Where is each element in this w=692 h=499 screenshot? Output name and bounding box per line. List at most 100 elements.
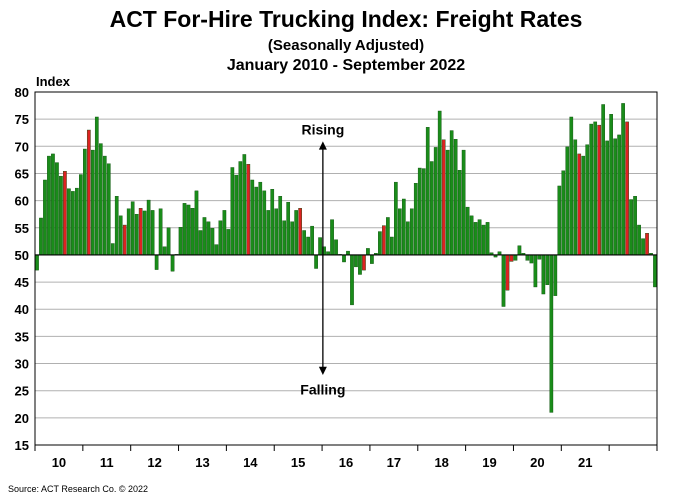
- bar: [625, 121, 629, 256]
- bar: [330, 219, 334, 256]
- y-tick-label: 70: [15, 139, 29, 154]
- bar: [314, 254, 318, 269]
- bar: [230, 167, 235, 256]
- bar: [437, 110, 442, 256]
- y-tick-label: 65: [15, 166, 29, 181]
- bar: [401, 198, 406, 256]
- bar: [166, 227, 171, 256]
- bar: [146, 199, 151, 256]
- bar: [573, 139, 578, 256]
- bar: [71, 191, 75, 256]
- bar: [238, 161, 243, 256]
- bar: [413, 183, 418, 256]
- bar: [274, 208, 279, 256]
- bar: [597, 124, 602, 256]
- bar: [417, 167, 422, 256]
- bar: [589, 123, 594, 256]
- bar: [298, 208, 302, 256]
- chart-title: ACT For-Hire Trucking Index: Freight Rat…: [109, 6, 583, 32]
- y-tick-label: 50: [15, 248, 29, 263]
- bar: [561, 170, 566, 256]
- bar: [465, 206, 470, 256]
- bar: [366, 248, 370, 256]
- bar: [565, 146, 570, 256]
- bar: [405, 221, 410, 256]
- bar: [358, 254, 362, 275]
- bar: [59, 175, 63, 256]
- bar: [501, 254, 506, 307]
- bar: [517, 245, 522, 256]
- bar: [290, 221, 295, 256]
- bar: [653, 254, 657, 288]
- bar: [382, 225, 386, 256]
- x-tick-label: 14: [243, 455, 258, 470]
- bar: [186, 204, 191, 256]
- bar: [613, 138, 617, 256]
- bar: [158, 208, 163, 256]
- bar: [302, 230, 306, 256]
- x-tick-label: 10: [52, 455, 66, 470]
- bar: [126, 208, 131, 256]
- bar: [214, 244, 219, 256]
- bar: [226, 229, 231, 256]
- bar: [513, 254, 518, 261]
- bar: [421, 168, 426, 256]
- bar: [354, 254, 358, 268]
- bar: [182, 203, 187, 256]
- bar: [641, 238, 645, 256]
- bar: [94, 116, 99, 256]
- bar: [429, 161, 434, 256]
- bar: [90, 149, 95, 256]
- y-tick-label: 55: [15, 221, 29, 236]
- bar: [637, 224, 641, 256]
- bar: [310, 225, 314, 256]
- bar: [485, 222, 490, 256]
- bar: [509, 254, 514, 262]
- bar: [541, 254, 546, 295]
- bar: [270, 189, 275, 256]
- y-tick-label: 80: [15, 85, 29, 100]
- x-tick-label: 21: [578, 455, 592, 470]
- chart-period: January 2010 - September 2022: [226, 57, 466, 74]
- bar: [43, 179, 47, 256]
- bar: [477, 219, 482, 256]
- bar: [35, 254, 39, 271]
- bar: [98, 143, 103, 256]
- x-tick-label: 15: [291, 455, 305, 470]
- bar: [445, 149, 450, 256]
- y-tick-label: 35: [15, 329, 29, 344]
- bar: [362, 254, 366, 271]
- bar: [350, 254, 354, 306]
- bar: [378, 231, 382, 256]
- bar: [190, 208, 195, 256]
- y-tick-label: 20: [15, 411, 29, 426]
- bar: [386, 217, 390, 256]
- bar: [585, 144, 590, 256]
- plot-area: [35, 92, 657, 445]
- x-tick-label: 11: [100, 455, 114, 470]
- bar: [390, 236, 394, 256]
- bar: [222, 210, 227, 256]
- bar: [86, 129, 91, 256]
- bar: [449, 130, 454, 256]
- y-tick-label: 40: [15, 302, 29, 317]
- source-note: Source: ACT Research Co. © 2022: [8, 484, 149, 494]
- annotation-rising: Rising: [301, 121, 344, 137]
- bar: [645, 232, 649, 256]
- bar: [79, 174, 83, 256]
- bar: [409, 208, 414, 256]
- bar: [473, 222, 478, 256]
- plot-frame: [34, 91, 658, 446]
- arrow-head-up: [318, 141, 327, 150]
- bar: [294, 210, 298, 256]
- bar: [306, 236, 310, 256]
- bar: [397, 208, 402, 256]
- bar: [533, 254, 538, 288]
- y-tick-label: 30: [15, 357, 29, 372]
- bar: [122, 224, 127, 256]
- bar: [621, 103, 625, 256]
- bar: [106, 163, 111, 256]
- bar: [525, 254, 530, 261]
- bar: [629, 199, 633, 256]
